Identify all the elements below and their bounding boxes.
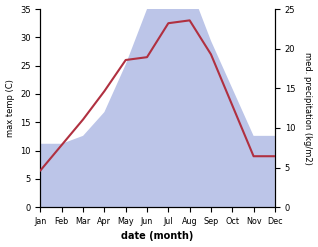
Y-axis label: med. precipitation (kg/m2): med. precipitation (kg/m2) — [303, 52, 313, 165]
Y-axis label: max temp (C): max temp (C) — [5, 79, 15, 137]
X-axis label: date (month): date (month) — [121, 231, 194, 242]
